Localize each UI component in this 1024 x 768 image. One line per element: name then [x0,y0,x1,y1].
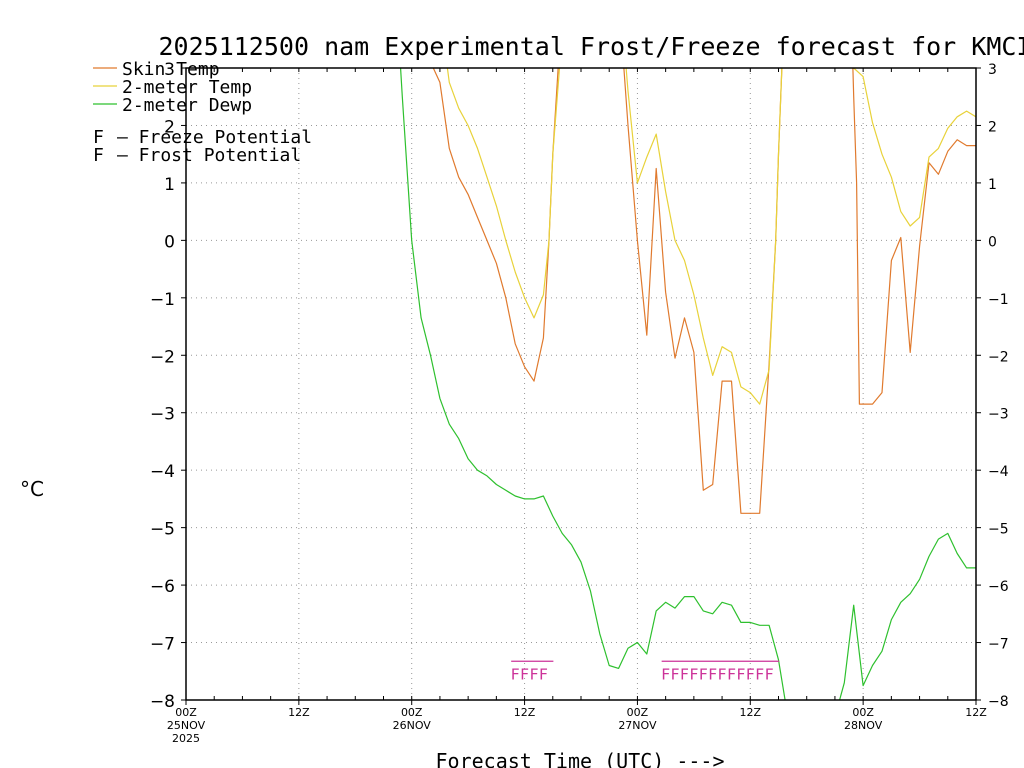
y-tick-label-right: −1 [988,292,1009,308]
x-tick-label: 27NOV [618,719,657,732]
y-tick-label-right: −5 [988,522,1009,538]
y-axis-label: °C [20,477,44,501]
legend-label: 2-meter Dewp [122,95,252,116]
y-tick-label-right: −4 [988,464,1009,480]
plot-frame [185,67,977,701]
freeze-marker: F [718,665,727,683]
y-tick-label: −6 [150,577,175,597]
y-tick-label-right: 1 [988,177,997,193]
freeze-marker: F [736,665,745,683]
x-tick-label: 00Z [175,706,197,719]
freeze-marker: F [661,665,670,683]
legend-label: Skin Temp [122,59,220,80]
axes: 3 3 2 2 1 1 0 0 −1 −1 −2 −2 −3 −3 −4 −4 −5 −5 −6 −6 −7 −7 −8 −8… [150,60,1009,745]
y-tick-label-right: 3 [988,62,997,78]
y-tick-label-right: 2 [988,119,997,135]
freeze-marker: F [511,665,520,683]
freeze-marker: F [727,665,736,683]
y-tick-label-right: −8 [988,694,1009,710]
y-tick-label-right: 0 [988,234,997,250]
x-tick-label: 00Z [401,706,423,719]
x-tick-label: 12Z [740,706,762,719]
legend-marker-label: – Freeze Potential [117,127,312,148]
y-tick-label: −4 [150,462,175,482]
x-axis-label: Forecast Time (UTC) ---> [436,749,725,768]
y-tick-label: −8 [150,692,175,712]
freeze-marker: F [746,665,755,683]
y-tick-label: 3 [164,60,175,80]
y-tick-label-right: −6 [988,579,1009,595]
freeze-marker: F [529,665,538,683]
x-tick-label: 25NOV [167,719,206,732]
freeze-marker: F [520,665,529,683]
freeze-marker: F [680,665,689,683]
x-tick-label: 00Z [627,706,649,719]
freeze-marker: F [539,665,548,683]
y-tick-label-right: −2 [988,349,1009,365]
y-tick-label: −7 [150,635,175,655]
series-line-2-meter-temp [446,68,976,405]
freeze-marker: F [708,665,717,683]
legend-marker-label: – Frost Potential [117,145,301,166]
y-tick-label: −2 [150,347,175,367]
series-line-skin-temp [432,68,976,514]
legend-marker: F [93,145,104,166]
y-tick-label: 0 [164,232,175,252]
y-tick-label: −5 [150,520,175,540]
y-tick-label: −1 [150,290,175,310]
legend-label: 2-meter Temp [122,77,252,98]
x-tick-label: 26NOV [393,719,432,732]
y-tick-label: 2 [164,117,175,137]
x-tick-label: 2025 [172,732,200,745]
y-tick-label: 1 [164,175,175,195]
grid-lines [186,68,976,700]
x-tick-label: 12Z [965,706,987,719]
x-tick-label: 00Z [852,706,874,719]
freeze-marker: F [755,665,764,683]
x-tick-label: 12Z [288,706,310,719]
freeze-marker: F [765,665,774,683]
x-tick-label: 28NOV [844,719,883,732]
y-tick-label-right: −3 [988,407,1009,423]
y-tick-label-right: −7 [988,637,1009,653]
freeze-marker: F [689,665,698,683]
legend-marker: F [93,127,104,148]
chart-title: 2025112500 nam Experimental Frost/Freeze… [159,32,1024,61]
series-line-2-meter-dewp [399,68,976,700]
freeze-marker: F [671,665,680,683]
freeze-marker: F [699,665,708,683]
series-layer [399,68,976,700]
y-tick-label: −3 [150,405,175,425]
x-tick-label: 12Z [514,706,536,719]
